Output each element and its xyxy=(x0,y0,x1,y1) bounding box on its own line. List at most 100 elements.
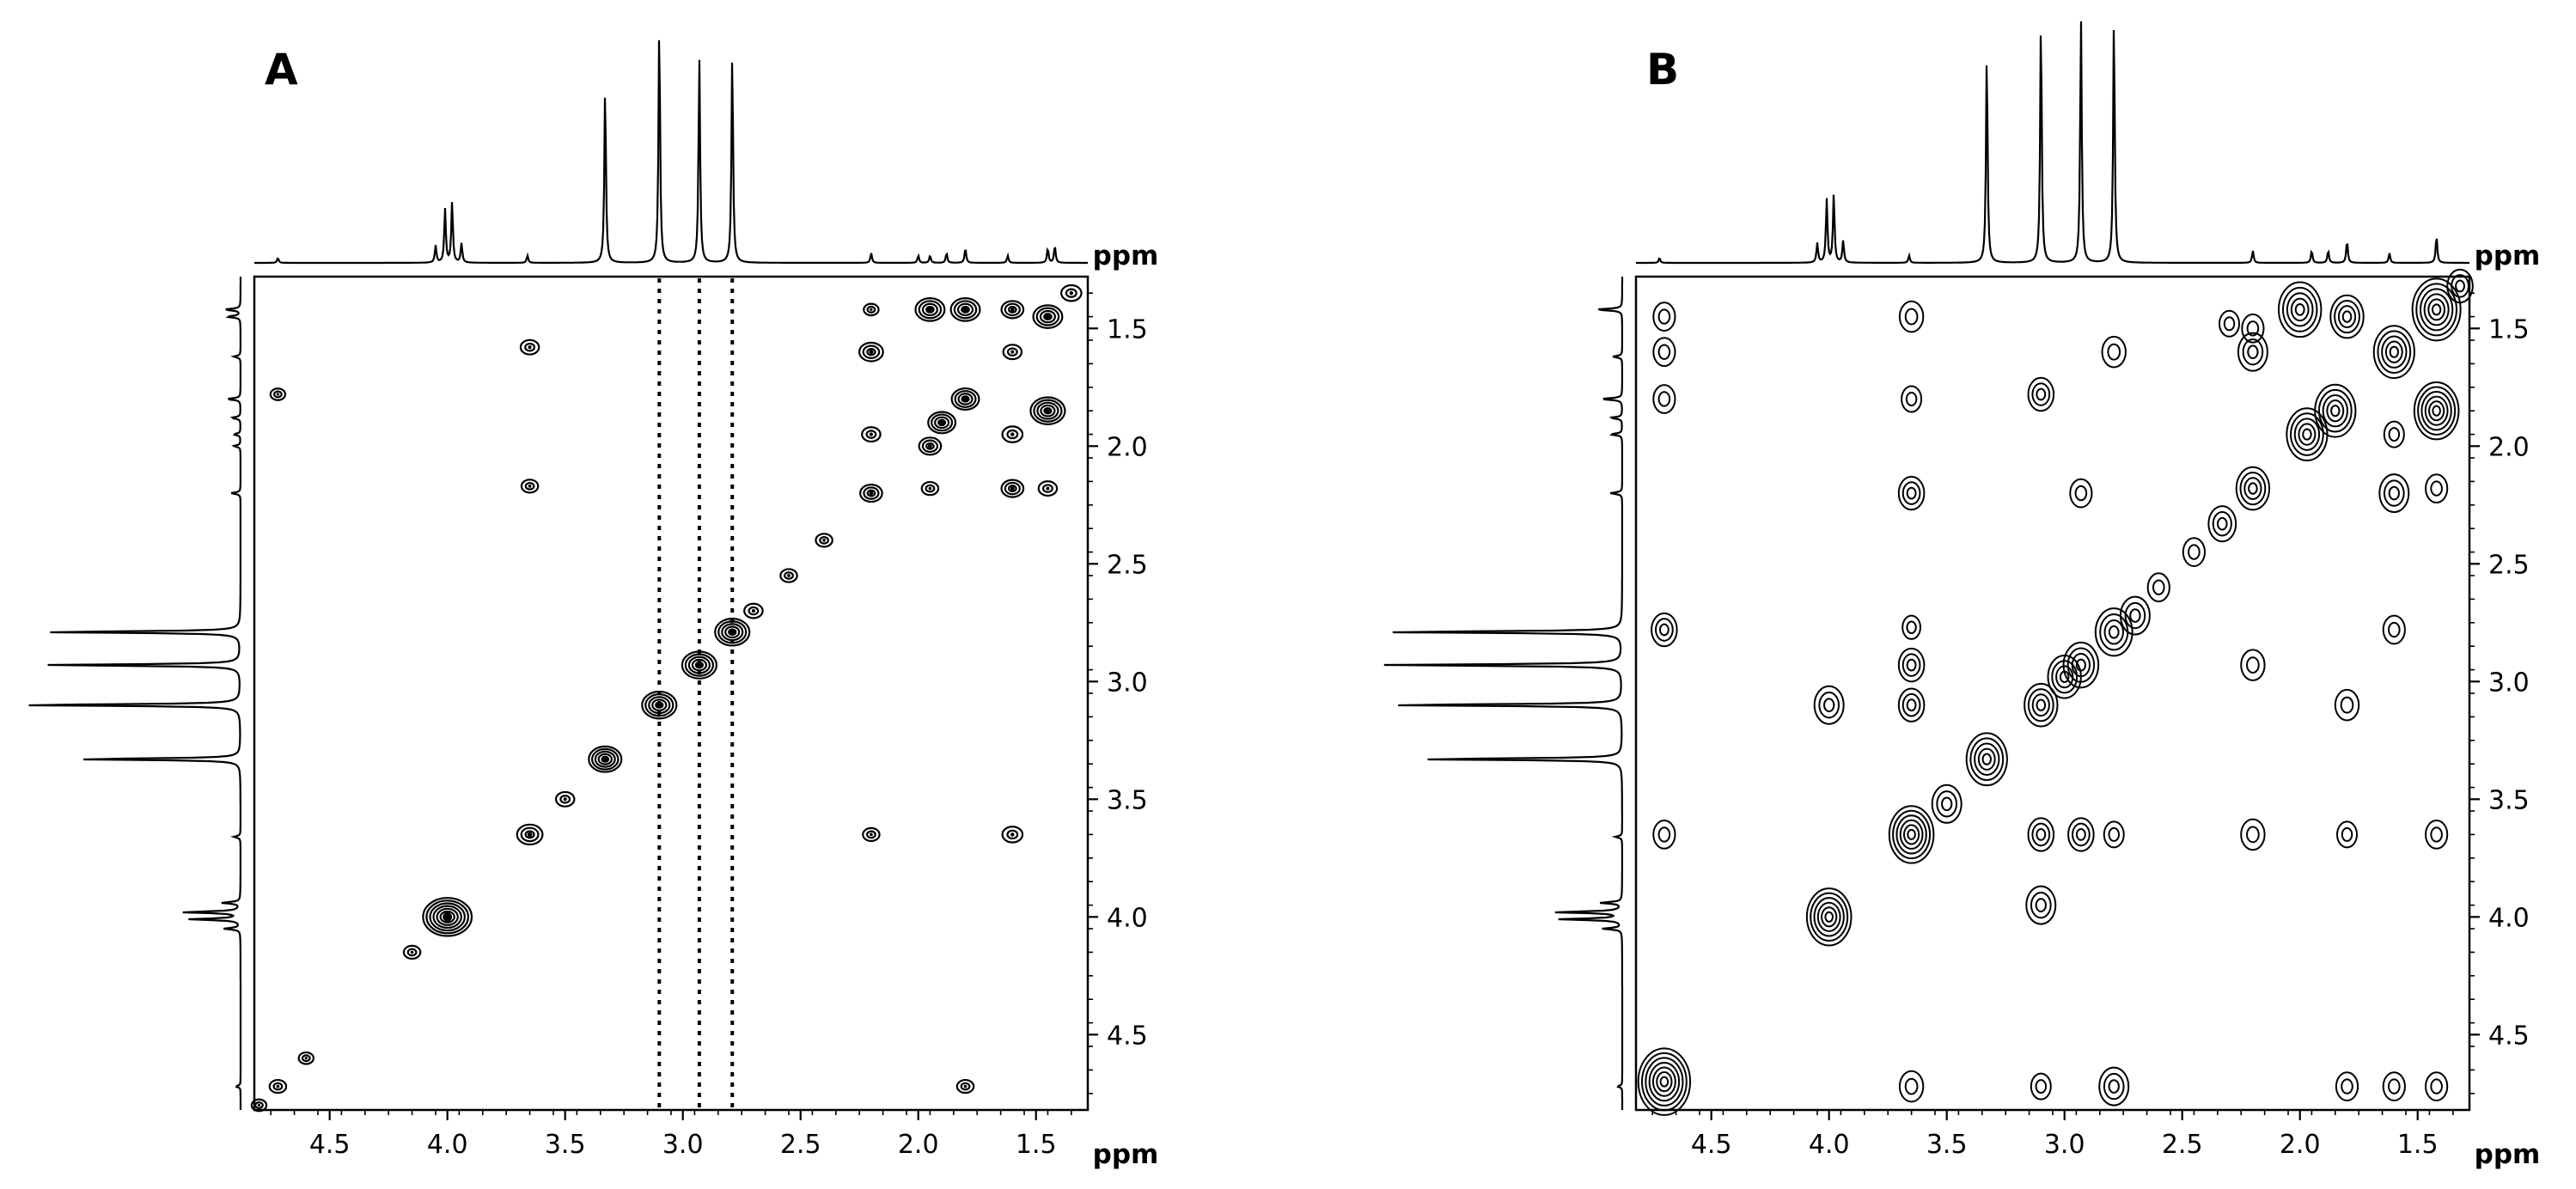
cross-peak xyxy=(920,480,940,497)
contour-ring xyxy=(1035,307,1060,326)
cross-peak xyxy=(2413,381,2460,441)
contour-ring xyxy=(862,345,881,359)
cross-peak xyxy=(1001,425,1024,443)
contour-ring xyxy=(2075,828,2086,841)
cross-peak xyxy=(1651,612,1678,648)
contour-ring xyxy=(2329,294,2365,339)
cross-peak xyxy=(516,823,544,846)
cross-peak xyxy=(2119,595,2151,636)
contour-ring xyxy=(250,1098,268,1113)
cross-peak xyxy=(519,338,540,356)
contour-ring xyxy=(588,745,623,773)
contour-ring xyxy=(2388,485,2400,501)
contour-ring xyxy=(2425,820,2449,850)
contour-ring xyxy=(2216,516,2228,531)
cross-peak xyxy=(1059,284,1083,302)
contour-ring xyxy=(914,297,946,322)
contour-ring xyxy=(2302,428,2312,441)
contour-ring xyxy=(2423,293,2450,326)
contour-ring xyxy=(1898,300,1925,333)
cross-peak xyxy=(2286,407,2329,461)
contour-core xyxy=(1010,832,1015,837)
cross-peak xyxy=(2027,376,2055,412)
cross-peak xyxy=(927,411,957,435)
contour-ring xyxy=(422,897,473,937)
cross-peak xyxy=(2062,641,2100,689)
cross-peak xyxy=(2146,572,2170,603)
contour-ring xyxy=(2248,482,2258,495)
contour-ring xyxy=(2219,309,2241,338)
contour-ring xyxy=(2062,641,2100,689)
contour-ring xyxy=(2035,898,2047,912)
cross-peak xyxy=(2382,1071,2406,1101)
contour-ring xyxy=(1652,302,1676,332)
contour-ring xyxy=(2152,579,2165,595)
contour-ring xyxy=(1902,824,1920,845)
contour-ring xyxy=(2024,682,2059,728)
contour-ring xyxy=(2247,345,2259,360)
contour-ring xyxy=(2055,665,2074,689)
contour-core xyxy=(528,345,532,350)
contour-ring xyxy=(1006,829,1019,840)
y-tick-label: 4.0 xyxy=(1107,903,1148,933)
x-axis-unit: ppm xyxy=(2475,1139,2541,1170)
cross-peak xyxy=(1002,344,1023,361)
cross-peak xyxy=(1805,887,1853,947)
contour-ring xyxy=(2430,480,2443,497)
contour-ring xyxy=(2212,510,2232,537)
contour-ring xyxy=(2413,381,2460,441)
y-axis: 1.5 2.0 2.5 3.0 3.5 4.0 4.5 ppm xyxy=(1088,241,1158,1094)
contour-ring xyxy=(717,620,748,644)
contour-ring xyxy=(819,536,830,545)
cross-peak xyxy=(2240,649,2266,681)
contour-ring xyxy=(1892,809,1932,860)
contour-ring xyxy=(1655,618,1674,642)
contour-ring xyxy=(937,418,947,427)
contour-ring xyxy=(1816,901,1841,932)
contour-ring xyxy=(1651,612,1678,648)
contour-ring xyxy=(2382,1071,2406,1101)
contour-ring xyxy=(2383,479,2405,507)
contour-ring xyxy=(1001,425,1024,443)
cross-peak xyxy=(2207,505,2237,543)
y-tick-label: 3.0 xyxy=(2488,668,2530,698)
contour-ring xyxy=(590,747,620,771)
contour-ring xyxy=(268,1078,288,1094)
contour-ring xyxy=(2108,625,2120,639)
contour-ring xyxy=(1007,305,1017,314)
contour-ring xyxy=(269,387,287,401)
contour-ring xyxy=(2424,395,2449,426)
contour-ring xyxy=(925,305,935,314)
contour-ring xyxy=(1805,887,1853,947)
contour-ring xyxy=(2237,332,2268,372)
contour-ring xyxy=(865,430,877,439)
contour-ring xyxy=(2025,885,2057,925)
contour-ring xyxy=(2223,316,2236,332)
cross-peak xyxy=(2182,537,2207,567)
contour-ring xyxy=(2334,688,2360,722)
contour-ring xyxy=(2031,822,2051,847)
contour-ring xyxy=(436,907,459,926)
contour-ring xyxy=(1652,384,1676,414)
contour-ring xyxy=(519,338,540,356)
contour-core xyxy=(528,485,532,488)
contour-ring xyxy=(865,830,876,839)
contour-core xyxy=(870,308,873,312)
contour-ring xyxy=(2383,420,2405,448)
contour-ring xyxy=(2388,1078,2401,1094)
cross-peaks xyxy=(1637,268,2474,1116)
cross-peak xyxy=(2240,818,2266,851)
contour-ring xyxy=(2243,477,2262,501)
contour-ring xyxy=(2188,544,2201,560)
cross-peak xyxy=(402,944,422,960)
cross-peak xyxy=(2027,817,2055,852)
contour-core xyxy=(563,797,567,802)
contour-ring xyxy=(2239,472,2267,506)
contour-ring xyxy=(949,297,981,322)
contour-ring xyxy=(1637,1047,1692,1116)
contour-ring xyxy=(921,302,938,317)
contour-ring xyxy=(953,300,978,320)
contour-core xyxy=(751,609,755,613)
contour-ring xyxy=(1041,484,1053,493)
cross-peak xyxy=(1001,826,1024,844)
